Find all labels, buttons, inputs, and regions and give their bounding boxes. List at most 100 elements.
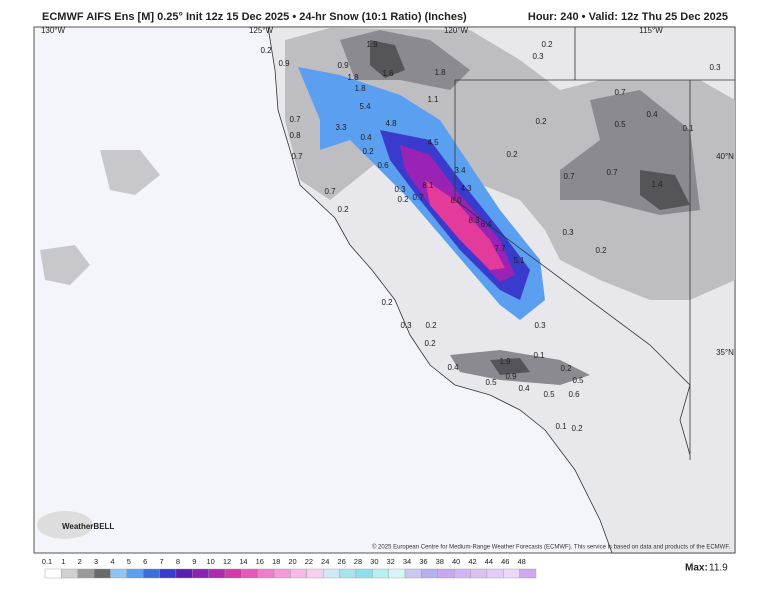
snow-amount: 0.8 bbox=[289, 131, 301, 140]
state-border bbox=[454, 27, 735, 460]
color-swatch bbox=[306, 568, 324, 579]
snow-amount: 1.1 bbox=[427, 95, 439, 104]
ocean-clouds bbox=[40, 150, 160, 285]
snow-amount: 8.0 bbox=[450, 196, 462, 205]
snow-amount: 1.8 bbox=[434, 68, 446, 77]
snow-amount: 5.1 bbox=[513, 256, 525, 265]
colorbar-label: 20 bbox=[288, 557, 296, 566]
snow-amount: 0.2 bbox=[571, 424, 583, 433]
color-swatch bbox=[453, 568, 471, 579]
snow-amount: 7.7 bbox=[494, 244, 506, 253]
valid-time: Hour: 240 • Valid: 12z Thu 25 Dec 2025 bbox=[528, 11, 728, 23]
snow-amount: 0.2 bbox=[595, 246, 607, 255]
colorbar: 0.1 1 2 3 4 5 6 7 8 9 10 12 14 16 18 20 22 24 26 28 30 32 34 36… bbox=[42, 557, 537, 579]
colorbar-label: 26 bbox=[337, 557, 345, 566]
color-swatch bbox=[44, 568, 62, 579]
snow-amount: 4.3 bbox=[460, 184, 472, 193]
snow-amount: 0.3 bbox=[532, 52, 544, 61]
colorbar-label: 7 bbox=[159, 557, 163, 566]
colorbar-label: 14 bbox=[239, 557, 247, 566]
snow-amount: 0.5 bbox=[614, 120, 626, 129]
snow-amount: 0.4 bbox=[447, 363, 459, 372]
colorbar-label: 5 bbox=[127, 557, 131, 566]
color-swatch bbox=[486, 568, 504, 579]
color-swatch bbox=[159, 568, 177, 579]
snow-amount: 1.9 bbox=[366, 40, 378, 49]
colorbar-label: 44 bbox=[485, 557, 493, 566]
coordinate-label: 130°W bbox=[41, 26, 66, 35]
snow-amount: 4.5 bbox=[427, 138, 439, 147]
color-swatch bbox=[241, 568, 258, 579]
max-label: Max: bbox=[685, 563, 708, 574]
map-labels: 0.2 1.9 0.9 0.9 1.6 1.8 1.8 1.8 1.1 5.4 0.7 3.3 4.8 0… bbox=[260, 40, 721, 433]
snow-amount: 0.2 bbox=[424, 339, 436, 348]
snow-amount: 0.5 bbox=[485, 378, 497, 387]
colorbar-label: 40 bbox=[452, 557, 460, 566]
snow-amount: 0.7 bbox=[289, 115, 301, 124]
color-swatch bbox=[93, 568, 111, 579]
colorbar-label: 2 bbox=[78, 557, 82, 566]
snow-amount: 0.2 bbox=[397, 195, 409, 204]
colorbar-label: 22 bbox=[305, 557, 313, 566]
color-swatch bbox=[519, 568, 537, 579]
snow-amount: 0.7 bbox=[606, 168, 618, 177]
colorbar-label: 10 bbox=[206, 557, 214, 566]
snow-amount: 4.8 bbox=[385, 119, 397, 128]
snow-pink bbox=[425, 180, 505, 270]
snow-amount: 0.5 bbox=[572, 376, 584, 385]
colorbar-label: 9 bbox=[192, 557, 196, 566]
colorbar-label: 0.1 bbox=[42, 557, 52, 566]
snow-amount: 0.7 bbox=[412, 193, 424, 202]
color-swatch bbox=[503, 568, 520, 579]
colorbar-label: 12 bbox=[223, 557, 231, 566]
snow-amount: 1.4 bbox=[651, 180, 663, 189]
snow-amount: 0.4 bbox=[360, 133, 372, 142]
snow-amount: 0.9 bbox=[278, 59, 290, 68]
snow-amount: 0.3 bbox=[562, 228, 574, 237]
snow-amount: 0.7 bbox=[563, 172, 575, 181]
snow-amount: 0.6 bbox=[377, 161, 389, 170]
snow-amount: 0.9 bbox=[337, 61, 349, 70]
color-swatch bbox=[208, 568, 226, 579]
color-swatch bbox=[175, 568, 193, 579]
logo: WeatherBELL bbox=[62, 522, 114, 531]
coordinate-label: 120°W bbox=[444, 26, 469, 35]
snow-amount: 3.3 bbox=[335, 123, 347, 132]
colorbar-label: 24 bbox=[321, 557, 329, 566]
snow-amount: 6.4 bbox=[480, 220, 492, 229]
snow-amount: 0.1 bbox=[682, 124, 694, 133]
color-swatch bbox=[126, 568, 144, 579]
snow-amount: 0.7 bbox=[324, 187, 336, 196]
colorbar-label: 1 bbox=[61, 557, 65, 566]
colorbar-label: 18 bbox=[272, 557, 280, 566]
colorbar-label: 30 bbox=[370, 557, 378, 566]
color-swatch bbox=[372, 568, 389, 579]
snow-amount: 0.2 bbox=[362, 147, 374, 156]
snow-amount: 0.7 bbox=[614, 88, 626, 97]
color-swatch bbox=[470, 568, 488, 579]
snow-amount: 1.8 bbox=[354, 84, 366, 93]
snow-amount: 8.3 bbox=[468, 216, 480, 225]
colorbar-label: 36 bbox=[419, 557, 427, 566]
snow-amount: 5.4 bbox=[359, 102, 371, 111]
coordinate-label: 115°W bbox=[639, 26, 663, 35]
snow-amount: 0.2 bbox=[560, 364, 572, 373]
colorbar-label: 16 bbox=[256, 557, 264, 566]
colorbar-label: 6 bbox=[143, 557, 147, 566]
colorbar-label: 42 bbox=[468, 557, 476, 566]
colorbar-label: 46 bbox=[501, 557, 509, 566]
snow-amount: 0.2 bbox=[535, 117, 547, 126]
snow-amount: 0.3 bbox=[400, 321, 412, 330]
color-swatch bbox=[339, 568, 357, 579]
logo-mark bbox=[37, 511, 93, 539]
coordinate-label: 125°W bbox=[249, 26, 274, 35]
colorbar-label: 48 bbox=[517, 557, 525, 566]
snow-amount: 0.4 bbox=[518, 384, 530, 393]
snow-amount: 0.2 bbox=[381, 298, 393, 307]
color-swatch bbox=[323, 568, 340, 579]
snow-amount: 3.4 bbox=[454, 166, 466, 175]
snow-amount: 0.3 bbox=[394, 185, 406, 194]
colorbar-label: 4 bbox=[110, 557, 114, 566]
color-swatch bbox=[224, 568, 242, 579]
